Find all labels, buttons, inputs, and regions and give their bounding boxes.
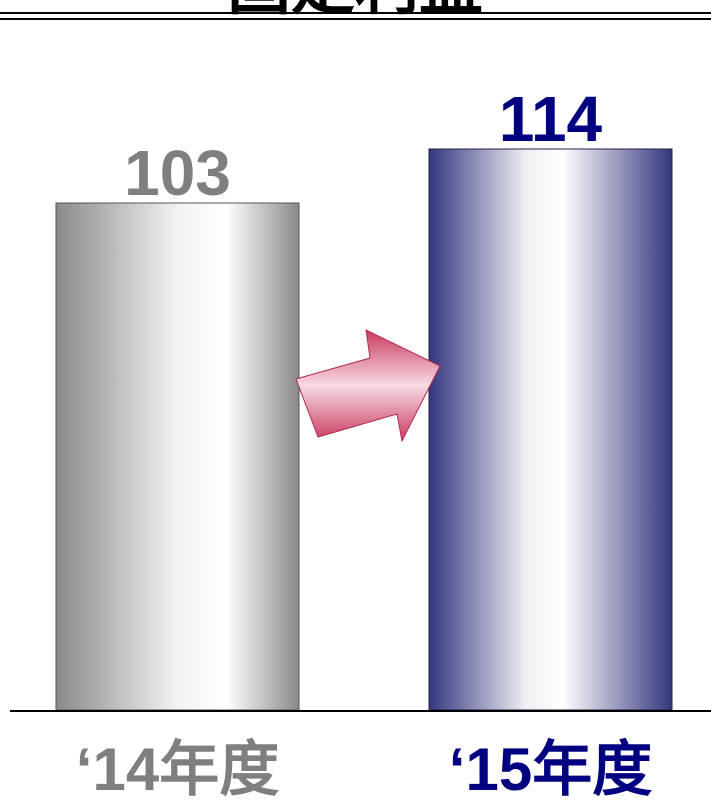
category-label-2015: ‘15年度 <box>449 736 652 803</box>
value-label-2014: 103 <box>124 137 231 209</box>
bars-layer <box>55 148 673 711</box>
bar-2014 <box>55 202 300 711</box>
labels-layer: 103 ‘14年度 114 ‘15年度 <box>76 83 652 803</box>
chart-title: 固定利益 <box>227 0 483 22</box>
bar-2015 <box>428 148 673 711</box>
category-label-2014: ‘14年度 <box>76 736 279 803</box>
growth-arrow <box>295 329 441 443</box>
value-label-2015: 114 <box>499 83 603 155</box>
